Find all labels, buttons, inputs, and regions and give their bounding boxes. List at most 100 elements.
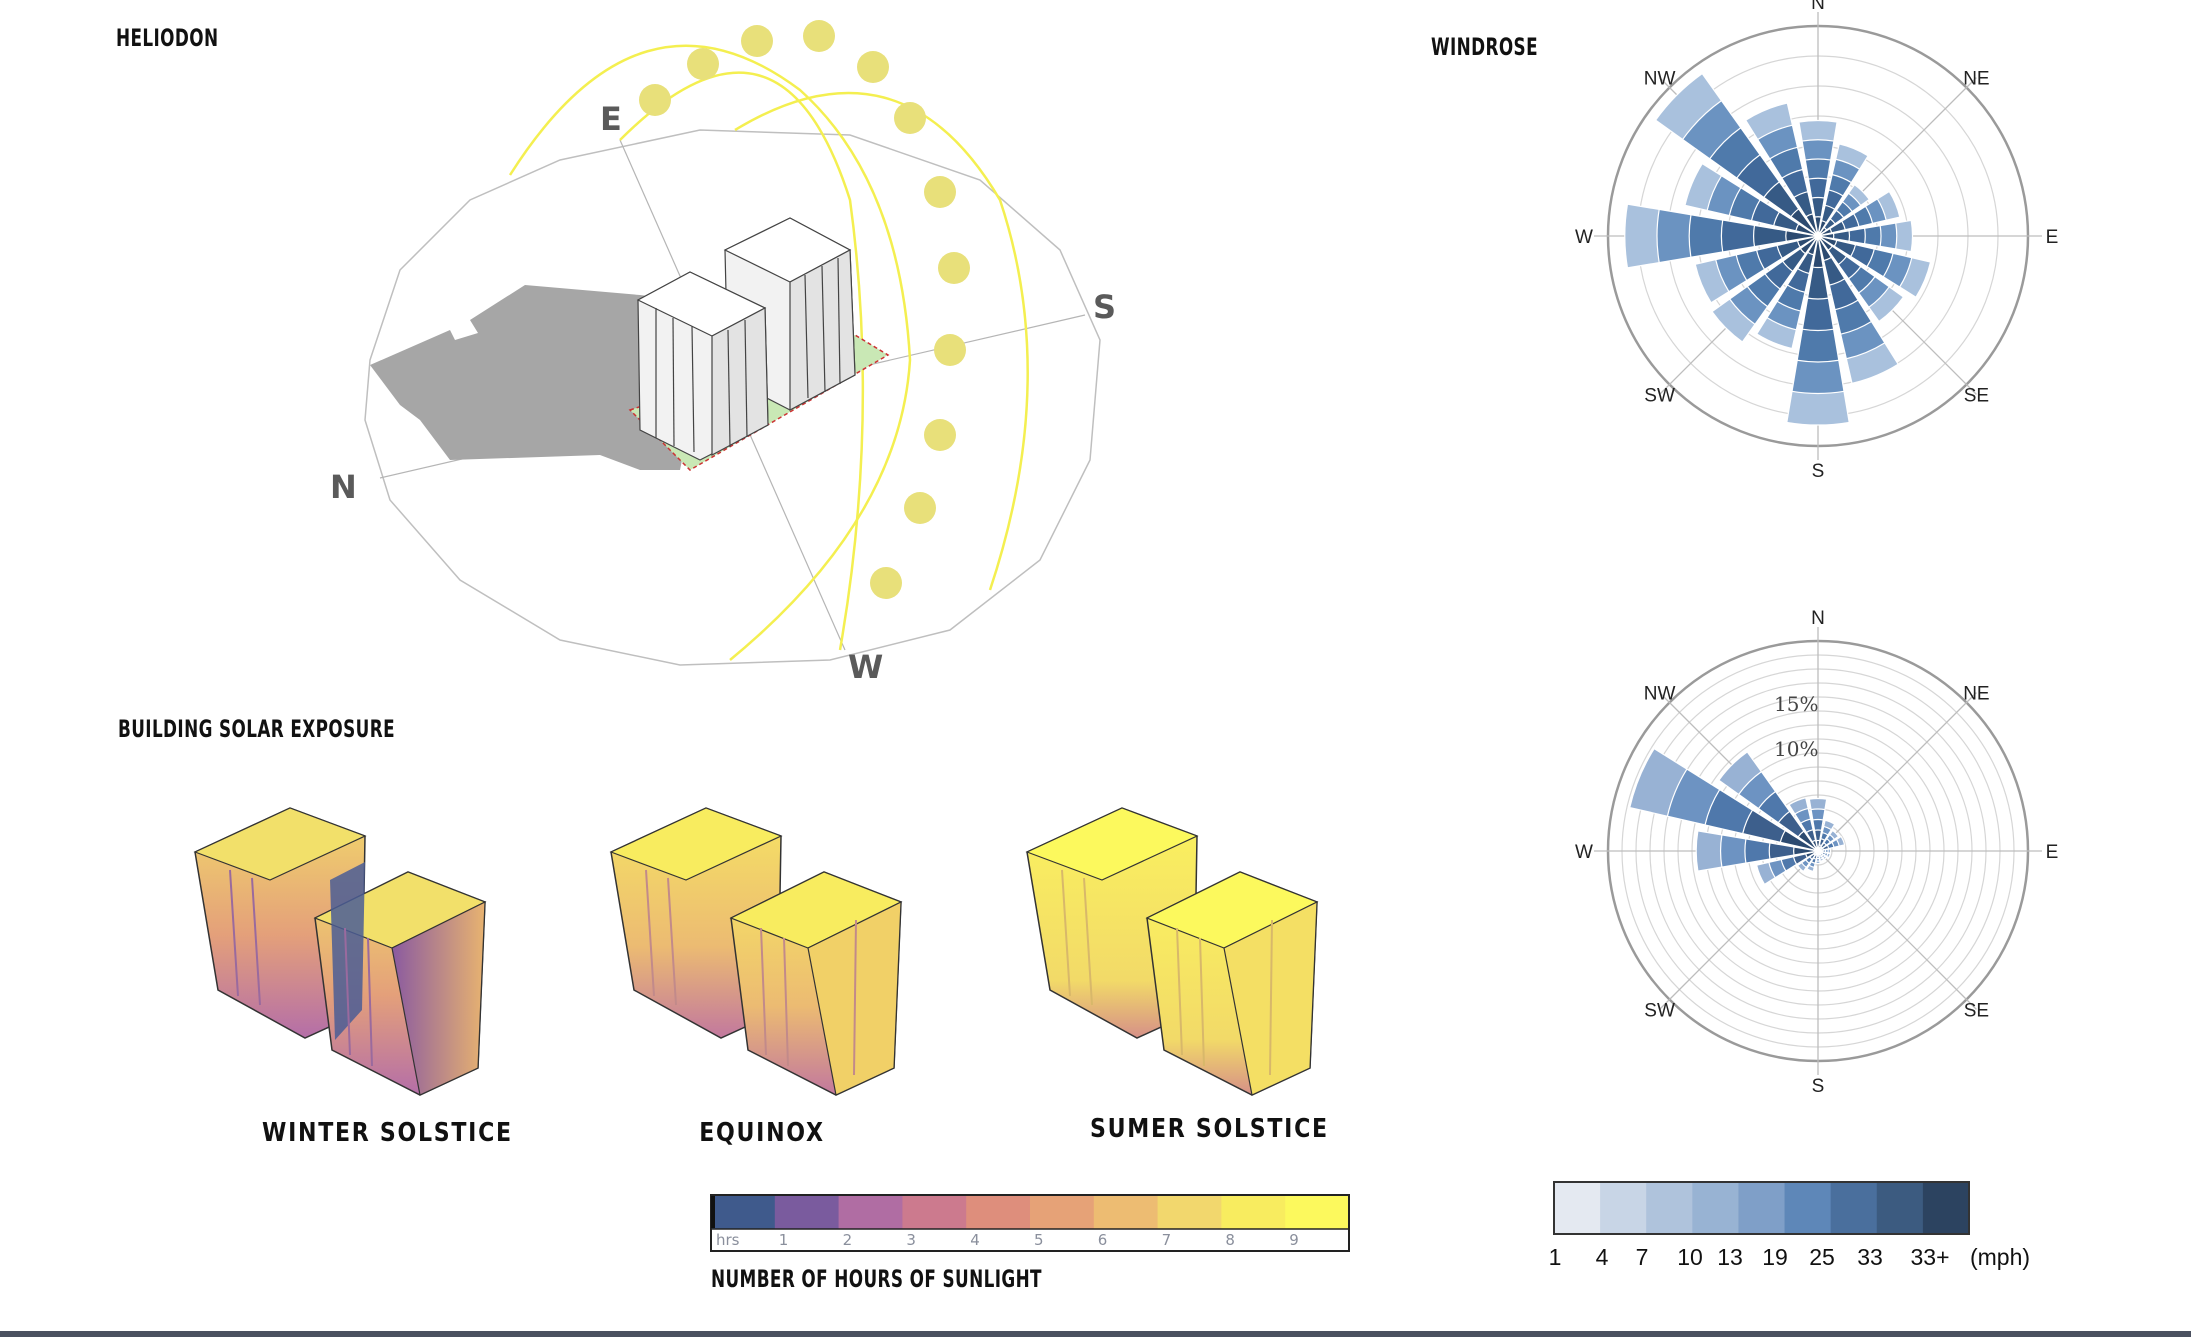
windrose-sector bbox=[1806, 235, 1819, 256]
heliodon-label-w: W bbox=[848, 648, 883, 686]
windrose-sector bbox=[1817, 235, 1838, 248]
sun-position bbox=[904, 492, 936, 524]
windrose-compass-e: E bbox=[2046, 227, 2059, 248]
windrose-sector bbox=[1817, 235, 1833, 262]
sunlight-swatch bbox=[1221, 1196, 1286, 1229]
windrose-compass-sw: SW bbox=[1644, 385, 1675, 406]
sun-position bbox=[803, 20, 835, 52]
sunlight-tick: 5 bbox=[1034, 1231, 1044, 1249]
mph-tick: 10 bbox=[1677, 1244, 1703, 1270]
sun-position bbox=[857, 51, 889, 83]
exposure-summer bbox=[1025, 807, 1319, 1096]
windrose-compass-nw: NW bbox=[1644, 684, 1676, 705]
heliodon-label-e: E bbox=[600, 100, 622, 138]
mph-tick: 13 bbox=[1717, 1244, 1743, 1270]
windrose-sector bbox=[1790, 208, 1819, 237]
sunlight-tick: 9 bbox=[1289, 1231, 1299, 1249]
mph-swatch bbox=[1692, 1183, 1739, 1234]
windrose-sector bbox=[1795, 223, 1819, 237]
windrose-sector bbox=[1815, 839, 1821, 852]
windrose-spoke bbox=[1817, 692, 1977, 852]
windrose-compass-n: N bbox=[1811, 608, 1825, 629]
sunlight-swatch bbox=[1157, 1196, 1222, 1229]
sunlight-tick: 3 bbox=[906, 1231, 916, 1249]
mph-swatch bbox=[1646, 1183, 1693, 1234]
windrose-sector bbox=[1779, 829, 1819, 852]
mph-tick: 33 bbox=[1857, 1244, 1883, 1270]
heliodon-label-n: N bbox=[330, 468, 357, 506]
sunlight-tick: 2 bbox=[843, 1231, 853, 1249]
sunlight-swatch bbox=[966, 1196, 1031, 1229]
sun-path-equinox bbox=[619, 71, 865, 651]
sunlight-legend-title: NUMBER OF HOURS OF SUNLIGHT bbox=[711, 1265, 1042, 1293]
windrose-sector bbox=[1799, 235, 1819, 255]
windrose-compass-w: W bbox=[1575, 227, 1593, 248]
windrose-sector bbox=[1812, 235, 1824, 269]
caption-equinox: EQUINOX bbox=[699, 1118, 825, 1148]
mph-tick: 25 bbox=[1809, 1244, 1835, 1270]
sunlight-swatch bbox=[1093, 1196, 1159, 1229]
heliodon-label-s: S bbox=[1093, 288, 1116, 326]
mph-swatch bbox=[1830, 1183, 1878, 1234]
windrose-compass-w: W bbox=[1575, 842, 1593, 863]
windrose-compass-s: S bbox=[1812, 461, 1825, 482]
mph-tick: 33+ bbox=[1910, 1244, 1949, 1270]
windrose-compass-ne: NE bbox=[1963, 69, 1989, 90]
mph-tick: 19 bbox=[1762, 1244, 1788, 1270]
sun-position bbox=[924, 176, 956, 208]
exposure-winter bbox=[193, 807, 487, 1096]
windrose-sector bbox=[1817, 235, 1834, 252]
sun-position bbox=[639, 84, 671, 116]
sunlight-swatch bbox=[838, 1196, 903, 1229]
sunlight-swatch bbox=[1030, 1196, 1095, 1229]
mph-swatch bbox=[1600, 1183, 1647, 1234]
bottom-bar bbox=[0, 1331, 2191, 1337]
sunlight-tick: 8 bbox=[1225, 1231, 1235, 1249]
windrose-pct-label-10: 10% bbox=[1774, 737, 1818, 761]
mph-tick: 7 bbox=[1636, 1244, 1649, 1270]
mph-tick: (mph) bbox=[1970, 1244, 2030, 1270]
sun-position bbox=[687, 48, 719, 80]
sunlight-swatch bbox=[902, 1196, 967, 1229]
windrose-compass-s: S bbox=[1812, 1076, 1825, 1097]
windrose-sector bbox=[1805, 850, 1819, 859]
mph-swatch bbox=[1876, 1183, 1924, 1234]
mph-swatch bbox=[1738, 1183, 1786, 1234]
windrose-sector bbox=[1814, 216, 1822, 237]
sunlight-swatch bbox=[774, 1196, 840, 1229]
windrose-compass-n: N bbox=[1811, 0, 1825, 14]
solar-exposure-title: BUILDING SOLAR EXPOSURE bbox=[118, 715, 395, 743]
windrose-compass-se: SE bbox=[1964, 385, 1989, 406]
sunlight-tick: 4 bbox=[970, 1231, 980, 1249]
mph-swatch bbox=[1784, 1183, 1832, 1234]
windrose-spoke bbox=[1659, 850, 1819, 1010]
windrose-pct-label-15: 15% bbox=[1774, 692, 1818, 716]
windrose-sector bbox=[1793, 846, 1819, 856]
sunlight-legend-unit: hrs bbox=[716, 1231, 740, 1249]
sunlight-swatch bbox=[711, 1196, 776, 1229]
windrose-top: N NE E SE S SW W NW bbox=[1575, 0, 2058, 482]
windrose-compass-e: E bbox=[2046, 842, 2059, 863]
sunlight-tick: 7 bbox=[1162, 1231, 1172, 1249]
windrose-title: WINDROSE bbox=[1431, 33, 1538, 61]
mph-swatch bbox=[1554, 1183, 1601, 1234]
mph-swatch bbox=[1922, 1183, 1970, 1234]
sun-positions bbox=[639, 20, 970, 599]
sun-position bbox=[924, 419, 956, 451]
building-shadow bbox=[370, 285, 690, 470]
sun-position bbox=[870, 567, 902, 599]
sun-position bbox=[741, 25, 773, 57]
windrose-sector bbox=[1817, 226, 1828, 237]
windrose-compass-ne: NE bbox=[1963, 684, 1989, 705]
windrose-sector bbox=[1796, 235, 1819, 248]
horizon-ring bbox=[364, 129, 1101, 666]
exposure-equinox bbox=[609, 807, 903, 1096]
windrose-sector bbox=[1797, 830, 1819, 852]
windrose-compass-nw: NW bbox=[1644, 69, 1676, 90]
mph-tick: 4 bbox=[1596, 1244, 1609, 1270]
windrose-sector bbox=[1811, 839, 1819, 852]
